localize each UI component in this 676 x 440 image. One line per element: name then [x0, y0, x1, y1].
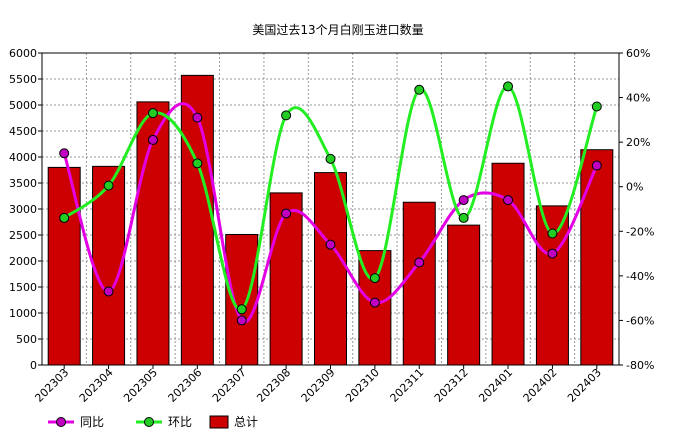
y-right-tick-label: 40% — [626, 92, 650, 105]
y-right-tick-label: -20% — [626, 225, 654, 238]
point-yoy-202312 — [458, 195, 469, 206]
x-tick-label: 202307 — [210, 366, 249, 405]
point-yoy-202311 — [414, 257, 425, 268]
y-left-tick-label: 4000 — [9, 151, 37, 164]
point-mom-202306 — [192, 158, 203, 169]
x-tick-label: 202403 — [565, 366, 604, 405]
x-tick-label: 202309 — [299, 366, 338, 405]
legend-marker — [56, 417, 66, 427]
x-tick-label: 202311 — [387, 366, 426, 405]
y-right-tick-label: -40% — [626, 270, 654, 283]
point-yoy-202305 — [147, 134, 158, 145]
lines-layer — [59, 81, 602, 326]
y-left-tick-label: 500 — [16, 333, 37, 346]
y-right-tick-label: 0% — [626, 181, 643, 194]
bar-202308 — [269, 192, 303, 366]
x-tick-label: 202310 — [343, 366, 382, 405]
point-mom-202403 — [591, 101, 602, 112]
point-mom-202312 — [458, 212, 469, 223]
point-yoy-202310 — [369, 297, 380, 308]
x-tick-label: 202402 — [521, 366, 560, 405]
point-mom-202309 — [325, 153, 336, 164]
y-left-tick-label: 2500 — [9, 229, 37, 242]
point-mom-202308 — [281, 110, 292, 121]
x-tick-label: 202306 — [166, 366, 205, 405]
y-left-tick-label: 2000 — [9, 255, 37, 268]
point-yoy-202402 — [547, 248, 558, 259]
point-yoy-202303 — [59, 148, 70, 159]
point-mom-202402 — [547, 228, 558, 239]
x-tick-label: 202308 — [254, 366, 293, 405]
legend-marker — [144, 417, 154, 427]
point-yoy-202304 — [103, 286, 114, 297]
y-right-tick-label: 60% — [626, 47, 650, 60]
y-left-tick-label: 3000 — [9, 203, 37, 216]
y-right-tick-label: -60% — [626, 314, 654, 327]
legend-label: 同比 — [80, 415, 104, 429]
point-yoy-202308 — [281, 208, 292, 219]
point-mom-202307 — [236, 304, 247, 315]
bar-202309 — [314, 172, 347, 366]
chart-title: 美国过去13个月白刚玉进口数量 — [252, 22, 423, 37]
legend-label: 环比 — [168, 415, 192, 429]
point-yoy-202307 — [236, 315, 247, 326]
point-mom-202311 — [414, 84, 425, 95]
x-tick-label: 202305 — [121, 366, 160, 405]
y-right-tick-label: -80% — [626, 359, 654, 372]
bar-202403 — [580, 149, 614, 366]
bar-202307 — [225, 233, 259, 366]
point-yoy-202403 — [591, 160, 602, 171]
bar-202312 — [447, 224, 481, 366]
point-mom-202304 — [103, 180, 114, 191]
y-left-tick-label: 5000 — [9, 99, 37, 112]
x-tick-label: 202312 — [432, 366, 471, 405]
point-yoy-202309 — [325, 239, 336, 250]
point-yoy-202306 — [192, 112, 203, 123]
point-mom-202310 — [369, 273, 380, 284]
y-left-tick-label: 5500 — [9, 73, 37, 86]
y-left-tick-label: 1000 — [9, 307, 37, 320]
point-mom-202305 — [147, 108, 158, 119]
y-left-tick-label: 6000 — [9, 47, 37, 60]
y-left-tick-label: 4500 — [9, 125, 37, 138]
legend-bar-swatch — [209, 415, 229, 429]
x-tick-label: 202303 — [32, 366, 71, 405]
line-series-mom — [63, 84, 599, 311]
legend: 同比 环比 总计 — [48, 415, 258, 429]
point-mom-202303 — [59, 212, 70, 223]
point-yoy-202401 — [503, 195, 514, 206]
bar-202311 — [402, 201, 436, 366]
point-mom-202401 — [503, 81, 514, 92]
y-left-tick-label: 3500 — [9, 177, 37, 190]
y-left-tick-label: 1500 — [9, 281, 37, 294]
x-tick-label: 202304 — [77, 366, 116, 405]
y-left-tick-label: 0 — [30, 359, 37, 372]
x-tick-label: 202401 — [476, 366, 515, 405]
legend-label: 总计 — [234, 415, 258, 429]
y-right-tick-label: 20% — [626, 136, 650, 149]
